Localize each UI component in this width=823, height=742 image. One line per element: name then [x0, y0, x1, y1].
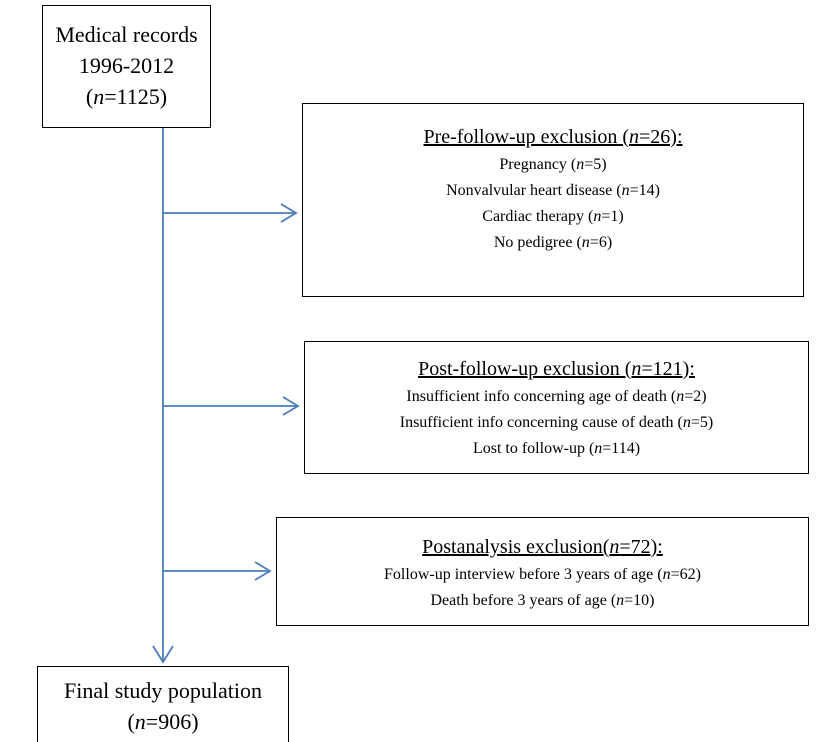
- arrow-head: [280, 203, 298, 223]
- box-item: No pedigree (n=6): [493, 234, 613, 251]
- result-box: Final study population (n=906): [37, 666, 289, 742]
- box-text: (n=906): [127, 709, 199, 734]
- box-text: (n=1125): [85, 84, 168, 109]
- box-text: 1996-2012: [78, 53, 175, 78]
- arrow-head: [254, 561, 272, 581]
- exclusion-box: Post-follow-up exclusion (n=121): Insuff…: [304, 341, 809, 474]
- box-item: Insufficient info concerning cause of de…: [399, 414, 714, 431]
- box-item: Nonvalvular heart disease (n=14): [446, 182, 660, 199]
- box-item: Lost to follow-up (n=114): [472, 440, 641, 457]
- box-title: Pre-follow-up exclusion (n=26):: [423, 126, 683, 148]
- exclusion-box: Pre-follow-up exclusion (n=26): Pregnanc…: [302, 103, 804, 297]
- exclusion-box: Postanalysis exclusion(n=72): Follow-up …: [276, 517, 809, 626]
- source-box: Medical records 1996-2012 (n=1125): [42, 5, 211, 128]
- box-item: Pregnancy (n=5): [499, 156, 607, 173]
- box-item: Insufficient info concerning age of deat…: [406, 388, 707, 405]
- box-title: Postanalysis exclusion(n=72):: [422, 536, 663, 558]
- box-item: Follow-up interview before 3 years of ag…: [384, 566, 701, 583]
- box-text: Final study population: [64, 678, 262, 703]
- box-item: Death before 3 years of age (n=10): [430, 592, 655, 609]
- arrow-head: [152, 645, 174, 664]
- box-item: Cardiac therapy (n=1): [482, 208, 624, 225]
- box-text: Medical records: [55, 22, 198, 47]
- box-title: Post-follow-up exclusion (n=121):: [418, 358, 695, 380]
- arrow-head: [282, 396, 300, 416]
